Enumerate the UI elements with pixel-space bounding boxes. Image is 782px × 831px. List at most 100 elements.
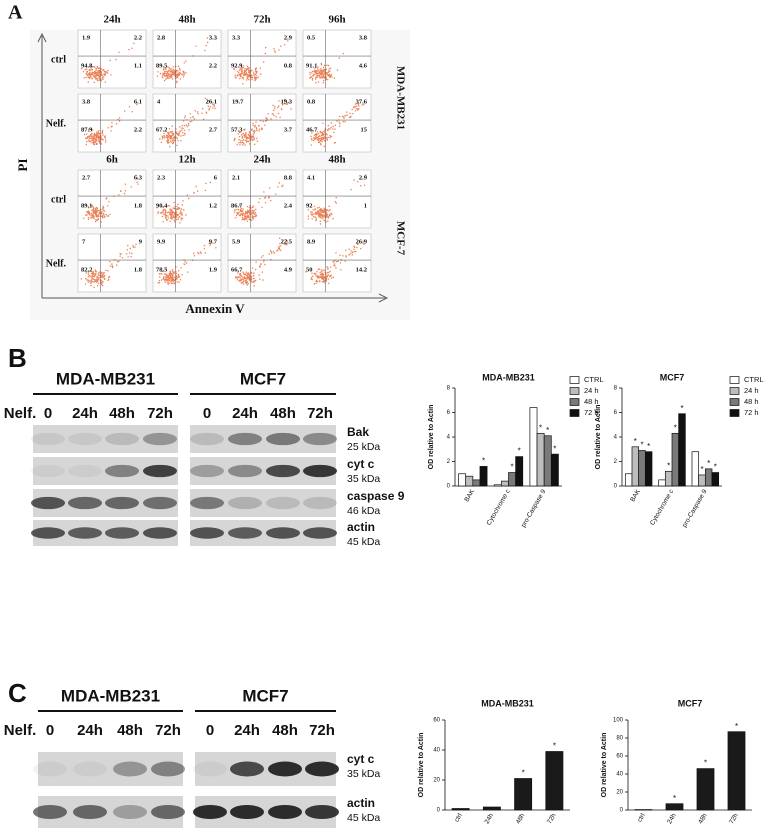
blot-band [193,761,227,777]
significance-mark: * [680,404,683,413]
y-axis-label: OD relative to Actin [418,733,425,798]
quadrant-percent: 19.7 [232,98,244,105]
legend-swatch [729,376,740,384]
quadrant-percent: 50 [306,266,313,273]
quadrant-percent: 8.8 [284,174,293,181]
quadrant-percent: 67.2 [156,126,167,133]
legend-swatch [569,376,580,384]
quadrant-percent: 90.4 [156,202,168,209]
flow-dots [159,97,216,148]
blot-band [31,432,65,446]
blot-strip [33,425,178,453]
flow-dots [156,37,209,84]
quadrant-percent: 0.5 [307,34,316,41]
cell-line-label: MCF-7 [394,221,406,256]
quadrant-percent: 26.9 [356,238,368,245]
x-tick-label: ctrl [453,812,464,823]
blot-band [190,527,224,539]
blot-band [303,527,337,539]
significance-mark: * [634,437,637,446]
bar [482,806,501,811]
quadrant-percent: 6.3 [134,174,143,181]
lane-label: 48h [272,722,298,739]
lane-label: 48h [270,405,296,422]
blot-band [190,464,224,478]
significance-mark: * [539,423,542,432]
y-tick-label: 4 [447,435,451,441]
bar [493,484,502,487]
bar [665,803,684,811]
lane-label: 0 [44,405,52,422]
blot-band [68,527,102,539]
cell-line-label: MDA-MB231 [394,66,406,130]
protein-size: 45 kDa [347,536,380,548]
quadrant-percent: 1.9 [209,266,218,273]
y-tick-label: 20 [433,778,440,784]
legend-swatch [729,409,740,417]
cell-line-header: MCF7 [240,369,286,388]
significance-mark: * [482,457,485,466]
quadrant-percent: 1.8 [134,202,143,209]
blot-band [266,527,300,539]
bar [644,451,653,487]
lane-label: 0 [46,722,54,739]
flow-dots [309,52,344,84]
legend-label: 72 h [584,408,599,417]
significance-mark: * [707,459,710,468]
significance-mark: * [518,447,521,456]
panel-label: C [8,678,27,708]
bar [658,479,666,487]
legend-swatch [569,398,580,406]
quadrant-percent: 3.8 [82,98,91,105]
protein-size: 25 kDa [347,441,380,453]
cell-line-header: MCF7 [242,686,288,705]
row-label: ctrl [51,54,66,65]
bar [678,413,686,487]
flow-dots [233,98,292,146]
quadrant-percent: 4.9 [284,266,293,273]
significance-mark: * [553,444,556,453]
panel-label: A [8,2,23,24]
significance-mark: * [546,426,549,435]
chart-title: MCF7 [678,698,703,708]
row-label: Nelf. [46,258,67,269]
quadrant-percent: 1.8 [134,266,143,273]
quadrant-percent: 7 [82,238,86,245]
lane-label: 48h [109,405,135,422]
y-tick-label: 40 [616,772,623,778]
bar [501,480,509,487]
quadrant-percent: 2.2 [209,62,217,69]
quadrant-percent: 22.5 [281,238,293,245]
flow-plot [302,93,372,153]
flow-plot [152,29,222,89]
quadrant-percent: 0.8 [284,62,293,69]
legend-label: 24 h [584,386,599,395]
blot-band [31,527,65,539]
panel-label: B [8,343,27,373]
bar [451,808,470,811]
quadrant-percent: 3.8 [359,34,368,41]
x-tick-label: 48h [697,812,709,825]
arrowhead [37,32,47,43]
quadrant-percent: 4.6 [359,62,368,69]
flow-plot [77,29,147,89]
blot-band [105,527,139,539]
time-header: 48h [328,154,345,166]
quadrant-percent: 9.7 [209,238,218,245]
flow-plot [227,169,297,229]
x-axis-label: Annexin V [185,301,245,316]
significance-mark: * [673,794,676,803]
quadrant-percent: 2.7 [209,126,218,133]
lane-label: 72h [307,405,333,422]
quadrant-percent: 8.9 [307,238,316,245]
flow-plot [152,93,222,153]
row-label: Nelf. [46,118,67,129]
legend-label: CTRL [744,375,764,384]
blot-band [193,804,227,820]
bar [465,475,474,487]
y-tick-label: 60 [616,754,623,760]
legend-label: CTRL [584,375,604,384]
bar [671,432,680,487]
y-tick-label: 0 [447,484,451,490]
